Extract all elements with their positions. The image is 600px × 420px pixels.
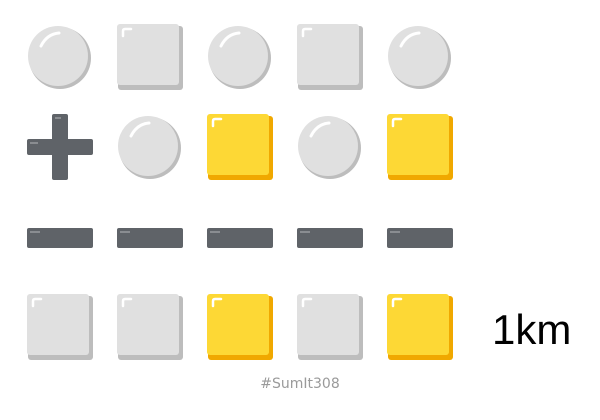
gray-circle-icon — [117, 114, 183, 180]
minus-icon — [117, 228, 183, 248]
plus-icon — [27, 114, 93, 180]
yellow-square-icon — [207, 114, 273, 180]
minus-icon — [27, 228, 93, 248]
gray-square-icon — [297, 24, 363, 90]
minus-icon — [387, 228, 453, 248]
gray-square-icon — [27, 294, 93, 360]
yellow-square-icon — [207, 294, 273, 360]
gray-square-icon — [297, 294, 363, 360]
minus-icon — [297, 228, 363, 248]
puzzle-hashtag: #SumIt308 — [260, 376, 340, 392]
gray-square-icon — [117, 24, 183, 90]
minus-icon — [207, 228, 273, 248]
yellow-square-icon — [387, 114, 453, 180]
gray-circle-icon — [207, 24, 273, 90]
gray-circle-icon — [387, 24, 453, 90]
gray-circle-icon — [27, 24, 93, 90]
gray-square-icon — [117, 294, 183, 360]
yellow-square-icon — [387, 294, 453, 360]
answer-text: 1km — [492, 306, 572, 353]
gray-circle-icon — [297, 114, 363, 180]
